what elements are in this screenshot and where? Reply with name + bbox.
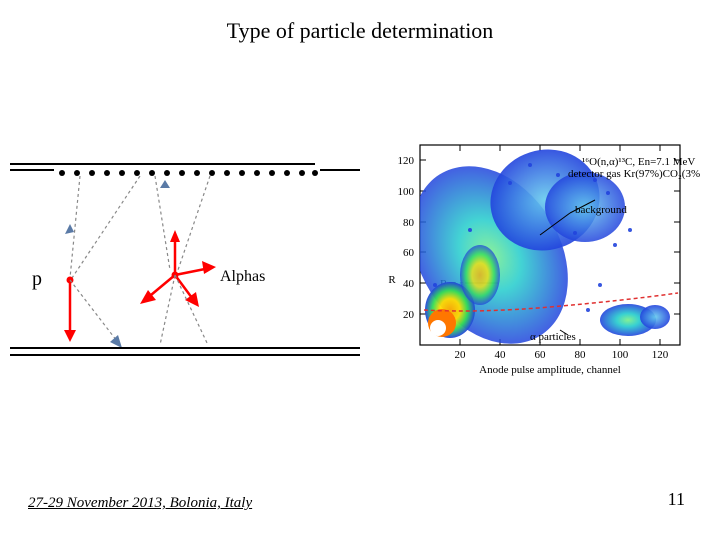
sample-dots (59, 170, 318, 176)
y-axis-label: R (388, 274, 396, 286)
svg-text:60: 60 (535, 349, 547, 361)
svg-text:120: 120 (398, 155, 415, 167)
scatter-chart: 20 40 60 80 100 120 20 40 60 80 100 120 … (380, 135, 700, 380)
page-number: 11 (668, 489, 685, 510)
footer-date-location: 27-29 November 2013, Bolonia, Italy (28, 495, 252, 512)
svg-text:40: 40 (495, 349, 507, 361)
annot-reaction: ¹⁶O(n,α)¹³C, En=7.1 MeV (582, 156, 695, 168)
detector-schematic (10, 150, 360, 380)
svg-text:100: 100 (398, 186, 415, 198)
up-arrow-marker (160, 180, 170, 188)
annot-alpha: α particles (530, 331, 576, 343)
svg-text:80: 80 (575, 349, 587, 361)
page-title: Type of particle determination (227, 18, 494, 44)
annot-gas: detector gas Kr(97%)CO₂(3%) (568, 168, 700, 180)
svg-text:100: 100 (612, 349, 629, 361)
svg-text:80: 80 (403, 217, 415, 229)
svg-text:40: 40 (403, 278, 415, 290)
proton-label: p (32, 268, 42, 291)
svg-text:120: 120 (652, 349, 669, 361)
proton-arrow (64, 330, 76, 342)
svg-text:60: 60 (403, 247, 415, 259)
annot-background: background (575, 204, 627, 216)
svg-text:20: 20 (403, 309, 415, 321)
alphas-label: Alphas (220, 268, 265, 286)
left-diagram: p Alphas (10, 150, 360, 380)
x-axis-label: Anode pulse amplitude, channel (479, 364, 621, 376)
chart-svg: 20 40 60 80 100 120 20 40 60 80 100 120 … (380, 135, 700, 380)
svg-text:20: 20 (455, 349, 467, 361)
